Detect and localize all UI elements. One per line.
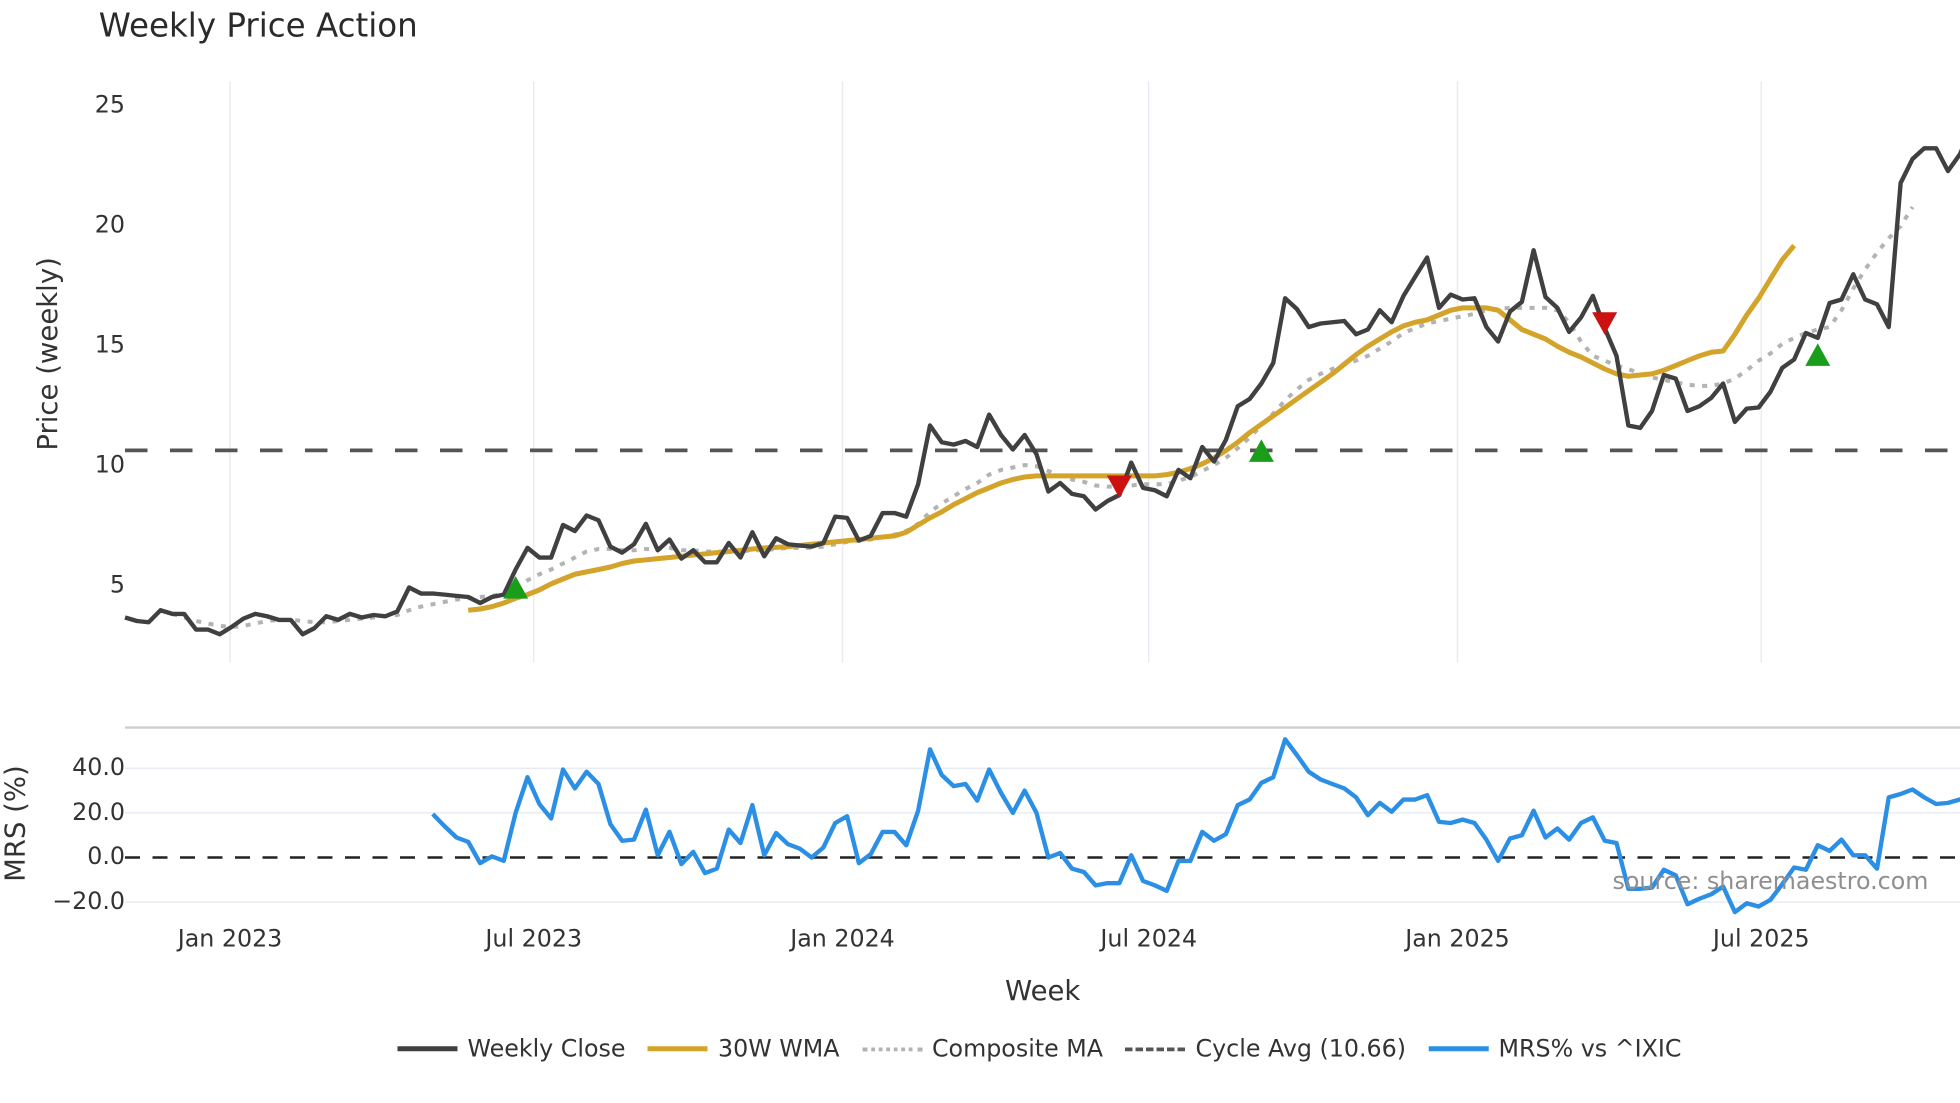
legend-label: Cycle Avg (10.66) bbox=[1195, 1035, 1407, 1063]
sell-signal-icon bbox=[1106, 475, 1132, 498]
x-tick: Jan 2025 bbox=[1405, 925, 1510, 953]
legend-item-cycle-avg[interactable]: Cycle Avg (10.66) bbox=[1125, 1035, 1407, 1063]
legend-swatch bbox=[647, 1046, 708, 1052]
mrs-tick: 40.0 bbox=[72, 753, 125, 782]
legend-label: 30W WMA bbox=[717, 1035, 840, 1063]
price-tick: 20 bbox=[94, 211, 125, 239]
buy-signal-icon bbox=[503, 576, 529, 599]
mrs-tick: 0.0 bbox=[87, 842, 125, 871]
legend: Weekly Close 30W WMA Composite MA Cycle … bbox=[397, 1035, 1704, 1063]
legend-item-mrs[interactable]: MRS% vs ^IXIC bbox=[1428, 1035, 1682, 1063]
legend-swatch bbox=[1125, 1046, 1186, 1051]
price-axis-title: Price (weekly) bbox=[33, 257, 65, 451]
price-tick: 5 bbox=[109, 571, 125, 599]
legend-swatch bbox=[1428, 1046, 1489, 1052]
composite-ma-line bbox=[171, 205, 1915, 630]
legend-item-weekly-close[interactable]: Weekly Close bbox=[397, 1035, 626, 1063]
legend-item-composite-ma[interactable]: Composite MA bbox=[861, 1035, 1104, 1063]
legend-swatch bbox=[861, 1046, 922, 1051]
x-tick: Jan 2024 bbox=[790, 925, 895, 953]
x-axis-title: Week bbox=[1005, 976, 1081, 1008]
mrs-tick: −20.0 bbox=[52, 887, 125, 916]
weekly-close-line bbox=[124, 146, 1960, 637]
source-watermark: source: sharemaestro.com bbox=[1612, 867, 1929, 896]
legend-item-30w-wma[interactable]: 30W WMA bbox=[647, 1035, 840, 1063]
x-tick: Jul 2024 bbox=[1100, 925, 1198, 953]
legend-swatch bbox=[397, 1046, 458, 1052]
price-tick: 15 bbox=[94, 331, 125, 359]
x-tick: Jul 2025 bbox=[1712, 925, 1810, 953]
price-tick: 10 bbox=[94, 451, 125, 479]
legend-label: Composite MA bbox=[931, 1035, 1104, 1063]
buy-signal-icon bbox=[1805, 343, 1831, 366]
sell-signal-icon bbox=[1592, 312, 1618, 335]
x-tick: Jul 2023 bbox=[485, 925, 583, 953]
x-tick: Jan 2023 bbox=[177, 925, 283, 953]
buy-signal-icon bbox=[1248, 439, 1274, 462]
mrs-tick: 20.0 bbox=[72, 798, 125, 827]
price-tick: 25 bbox=[94, 91, 125, 119]
legend-label: Weekly Close bbox=[467, 1035, 626, 1063]
mrs-line bbox=[431, 737, 1960, 915]
legend-label: MRS% vs ^IXIC bbox=[1498, 1035, 1682, 1063]
chart-title: Weekly Price Action bbox=[98, 7, 418, 46]
mrs-axis-title: MRS (%) bbox=[0, 765, 32, 882]
